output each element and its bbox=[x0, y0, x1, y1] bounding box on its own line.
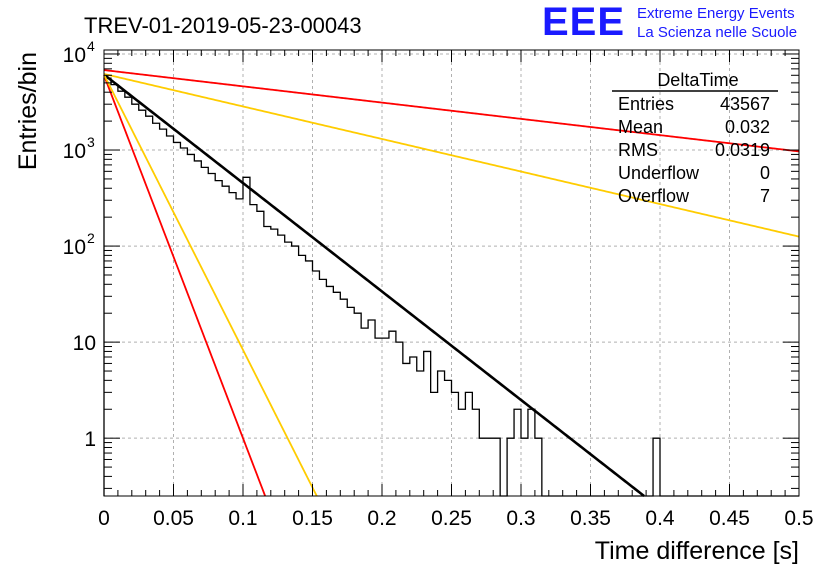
stats-label: RMS bbox=[618, 140, 658, 160]
x-tick-label: 0.3 bbox=[506, 507, 535, 530]
stats-label: Mean bbox=[618, 117, 663, 137]
logo-line-2: La Scienza nelle Scuole bbox=[637, 24, 798, 41]
eee-logo-text: Extreme Energy Events La Scienza nelle S… bbox=[637, 4, 797, 42]
x-tick-label: 0.15 bbox=[292, 507, 333, 530]
fit-curve-4 bbox=[103, 74, 266, 497]
y-tick-label: 10 bbox=[63, 44, 86, 67]
stats-value: 7 bbox=[760, 186, 770, 206]
fit-curve-3 bbox=[103, 73, 800, 238]
y-tick-exponent: 3 bbox=[87, 134, 95, 150]
stats-value: 0 bbox=[760, 163, 770, 183]
y-tick-label: 10 bbox=[63, 236, 86, 259]
logo-line-1: Extreme Energy Events bbox=[637, 5, 795, 22]
x-tick-label: 0.4 bbox=[645, 507, 675, 530]
stats-value: 43567 bbox=[720, 94, 770, 114]
y-tick-label: 10 bbox=[63, 140, 86, 163]
eee-logo: EEE bbox=[542, 0, 626, 44]
y-tick-exponent: 2 bbox=[87, 230, 95, 246]
stats-label: Entries bbox=[618, 94, 674, 114]
x-tick-label: 0.2 bbox=[367, 507, 396, 530]
x-tick-label: 0.5 bbox=[784, 507, 813, 530]
x-axis-label: Time difference [s] bbox=[595, 537, 799, 565]
stats-value: 0.0319 bbox=[715, 140, 770, 160]
chart-title: TREV-01-2019-05-23-00043 bbox=[84, 13, 362, 38]
stats-title: DeltaTime bbox=[657, 70, 738, 90]
stats-value: 0.032 bbox=[725, 117, 770, 137]
x-tick-label: 0.35 bbox=[570, 507, 611, 530]
fit-curve-1 bbox=[103, 73, 645, 498]
grid-lines bbox=[104, 50, 799, 496]
stats-label: Underflow bbox=[618, 163, 700, 183]
x-tick-label: 0.1 bbox=[228, 507, 257, 530]
x-tick-label: 0.05 bbox=[153, 507, 194, 530]
y-axis-label: Entries/bin bbox=[14, 52, 42, 170]
x-tick-label: 0.45 bbox=[709, 507, 750, 530]
x-tick-label: 0 bbox=[98, 507, 110, 530]
stats-label: Overflow bbox=[618, 186, 690, 206]
x-tick-label: 0.25 bbox=[431, 507, 472, 530]
y-tick-exponent: 4 bbox=[87, 38, 95, 54]
fit-curve-2 bbox=[103, 69, 800, 153]
y-tick-label: 10 bbox=[73, 332, 96, 355]
stats-box: DeltaTime Entries 43567 Mean 0.032 RMS 0.0319 U… bbox=[612, 70, 778, 206]
y-tick-label: 1 bbox=[84, 428, 96, 451]
axes: 0 0.05 0.1 0.15 0.2 0.25 0.3 0.35 0.4 0.45 0.5 1 10 1… bbox=[63, 38, 814, 530]
fit-curves bbox=[103, 69, 800, 498]
fit-curve-5 bbox=[103, 74, 318, 497]
